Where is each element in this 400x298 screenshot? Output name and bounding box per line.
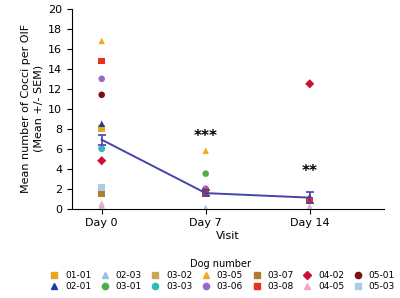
Legend: 01-01, 02-01, 02-03, 03-01, 03-02, 03-03, 03-05, 03-06, 03-07, 03-08, 04-02, 04-: 01-01, 02-01, 02-03, 03-01, 03-02, 03-03…: [42, 257, 398, 294]
Point: [306, 204, 313, 209]
Point: [202, 186, 209, 191]
Point: [98, 191, 105, 196]
Point: [98, 38, 105, 43]
Point: [202, 148, 209, 153]
Point: [306, 81, 313, 86]
Point: [98, 121, 105, 126]
Point: [202, 191, 209, 196]
Point: [202, 191, 209, 196]
Point: [98, 201, 105, 206]
Point: [98, 146, 105, 151]
Point: [98, 58, 105, 63]
Point: [98, 146, 105, 151]
Point: [98, 185, 105, 190]
Point: [98, 203, 105, 208]
Point: [98, 158, 105, 163]
Y-axis label: Mean number of Cocci per OIF
(Mean +/- SEM): Mean number of Cocci per OIF (Mean +/- S…: [21, 24, 44, 193]
Point: [202, 188, 209, 193]
Text: ***: ***: [194, 129, 218, 144]
Point: [98, 188, 105, 193]
Point: [98, 76, 105, 81]
Point: [98, 126, 105, 131]
Point: [306, 206, 313, 210]
X-axis label: Visit: Visit: [216, 231, 240, 241]
Point: [98, 92, 105, 97]
Point: [306, 194, 313, 199]
Text: **: **: [302, 164, 318, 179]
Point: [202, 189, 209, 194]
Point: [202, 206, 209, 210]
Point: [202, 171, 209, 176]
Point: [306, 198, 313, 203]
